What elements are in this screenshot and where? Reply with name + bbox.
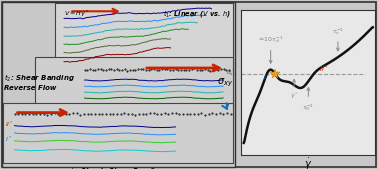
Bar: [3, 103, 233, 163]
Text: $II^*$: $II^*$: [5, 119, 14, 129]
Bar: [35, 57, 233, 107]
Text: $\sigma^*_{xy}$: $\sigma^*_{xy}$: [226, 68, 237, 80]
Y-axis label: $\sigma_{xy}$: $\sigma_{xy}$: [217, 77, 233, 89]
Text: $\tau_e^{-1}$: $\tau_e^{-1}$: [332, 26, 344, 37]
Text: $t_3$: Steady Shear Banding: $t_3$: Steady Shear Banding: [70, 166, 166, 169]
Text: $I^*$: $I^*$: [5, 134, 12, 144]
Text: $\approx\!10\tau_d^{-1}$: $\approx\!10\tau_d^{-1}$: [257, 34, 284, 45]
Bar: [2, 2, 235, 167]
Text: $t_1$: Linear ($V$ vs. $h$): $t_1$: Linear ($V$ vs. $h$): [163, 8, 231, 19]
Text: $\tau_R^{-1}$: $\tau_R^{-1}$: [302, 102, 314, 113]
Text: $\dot{\gamma}^*$: $\dot{\gamma}^*$: [290, 91, 298, 101]
Text: $V = H\dot{\gamma}^*$: $V = H\dot{\gamma}^*$: [64, 8, 89, 19]
Bar: [55, 3, 233, 72]
Text: $II^*$: $II^*$: [319, 64, 329, 75]
Text: $I^*$: $I^*$: [263, 72, 271, 83]
X-axis label: $\dot{\gamma}$: $\dot{\gamma}$: [304, 157, 312, 169]
Text: $t_2$: Shear Banding
Reverse Flow: $t_2$: Shear Banding Reverse Flow: [4, 73, 75, 91]
